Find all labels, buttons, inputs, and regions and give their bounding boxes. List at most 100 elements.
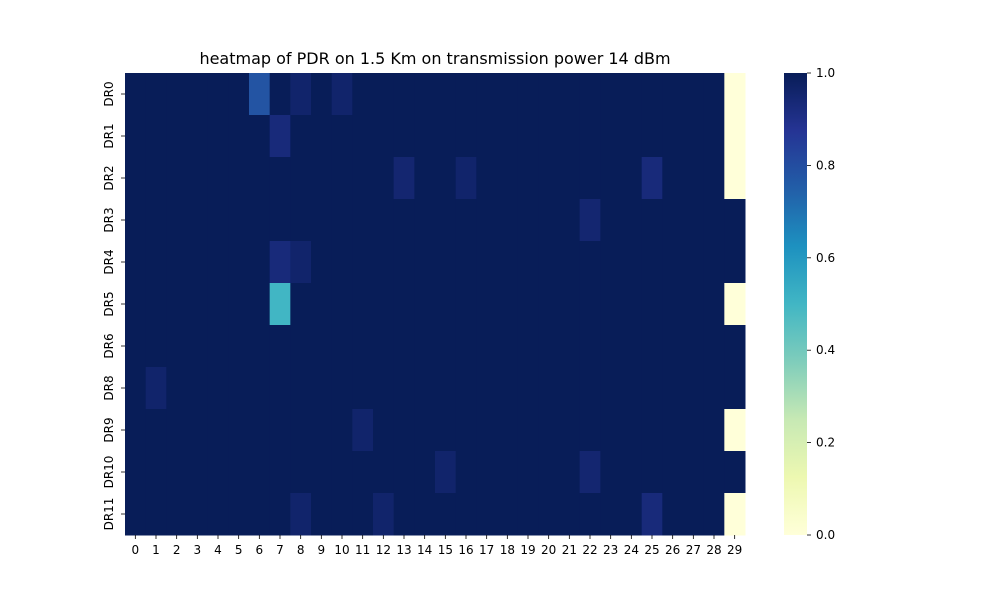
x-tick-label: 6 <box>256 543 264 557</box>
heatmap-cell <box>724 493 746 536</box>
colorbar-tick-label: 0.4 <box>816 343 835 357</box>
heatmap-cell <box>249 283 271 326</box>
heatmap-cell <box>641 115 663 158</box>
heatmap-cell <box>207 409 229 452</box>
x-tick-label: 11 <box>355 543 370 557</box>
heatmap-cell <box>187 115 209 158</box>
heatmap-cell <box>187 283 209 326</box>
heatmap-cell <box>269 73 291 116</box>
heatmap-cell <box>621 241 643 284</box>
heatmap-cell <box>455 283 477 326</box>
heatmap-cell <box>414 325 436 368</box>
heatmap-cell <box>207 199 229 242</box>
heatmap-cell <box>621 493 643 536</box>
heatmap-cell <box>290 115 312 158</box>
heatmap-cell <box>166 115 188 158</box>
x-tick-label: 9 <box>318 543 326 557</box>
x-tick-label: 10 <box>334 543 349 557</box>
heatmap-cell <box>435 199 457 242</box>
heatmap-cell <box>476 157 498 200</box>
heatmap-cell <box>559 451 581 494</box>
heatmap-cell <box>517 283 539 326</box>
heatmap-cell <box>641 199 663 242</box>
heatmap-cell <box>166 451 188 494</box>
heatmap-cell <box>703 367 725 410</box>
heatmap-cell <box>435 325 457 368</box>
heatmap-cell <box>662 199 684 242</box>
heatmap-cell <box>703 325 725 368</box>
heatmap-cell <box>497 157 519 200</box>
heatmap-cell <box>579 199 601 242</box>
heatmap-cell <box>497 241 519 284</box>
heatmap-cell <box>662 115 684 158</box>
heatmap-cell <box>579 367 601 410</box>
heatmap-cell <box>724 73 746 116</box>
heatmap-cell <box>228 73 250 116</box>
heatmap-cell <box>621 283 643 326</box>
heatmap-cell <box>352 199 374 242</box>
x-tick-label: 19 <box>520 543 535 557</box>
heatmap-cell <box>435 493 457 536</box>
heatmap-cell <box>228 451 250 494</box>
heatmap-cell <box>187 451 209 494</box>
heatmap-cell <box>538 493 560 536</box>
heatmap-cell <box>207 325 229 368</box>
heatmap-cell <box>455 199 477 242</box>
heatmap-cell <box>393 199 415 242</box>
heatmap-cell <box>559 73 581 116</box>
heatmap-cell <box>145 241 167 284</box>
heatmap-cell <box>290 367 312 410</box>
heatmap-cell <box>497 73 519 116</box>
heatmap-cell <box>352 283 374 326</box>
heatmap-cell <box>249 199 271 242</box>
x-tick-label: 13 <box>396 543 411 557</box>
y-axis: DR0 DR1 DR2 DR3 DR4 DR5 DR6 DR8 DR9 DR10 DR11 <box>102 81 125 530</box>
heatmap-cell <box>724 157 746 200</box>
heatmap-cell <box>311 493 333 536</box>
heatmap-cell <box>207 451 229 494</box>
heatmap-cell <box>290 157 312 200</box>
heatmap-cell <box>579 73 601 116</box>
heatmap-cell <box>249 451 271 494</box>
heatmap-cell <box>538 157 560 200</box>
heatmap-cell <box>683 115 705 158</box>
heatmap-cell <box>228 241 250 284</box>
heatmap-cell <box>166 409 188 452</box>
y-tick-label: DR3 <box>102 207 116 232</box>
heatmap-cell <box>683 73 705 116</box>
heatmap-cell <box>373 325 395 368</box>
heatmap-cell <box>579 241 601 284</box>
heatmap-cell <box>249 409 271 452</box>
heatmap-cell <box>331 115 353 158</box>
heatmap-cell <box>414 157 436 200</box>
heatmap-cell <box>455 115 477 158</box>
heatmap-cell <box>435 451 457 494</box>
heatmap-cell <box>662 325 684 368</box>
x-tick-label: 0 <box>132 543 140 557</box>
heatmap-cell <box>393 73 415 116</box>
heatmap-cell <box>538 367 560 410</box>
heatmap-cell <box>476 493 498 536</box>
heatmap-cell <box>393 115 415 158</box>
y-tick-label: DR4 <box>102 249 116 274</box>
heatmap-cell <box>145 325 167 368</box>
y-tick-label: DR0 <box>102 81 116 106</box>
heatmap-cell <box>600 157 622 200</box>
heatmap-cell <box>331 73 353 116</box>
heatmap-cell <box>476 283 498 326</box>
heatmap-cell <box>331 451 353 494</box>
heatmap-cell <box>559 493 581 536</box>
x-tick-label: 24 <box>624 543 639 557</box>
heatmap-cell <box>373 115 395 158</box>
heatmap-cell <box>517 73 539 116</box>
heatmap-cell <box>249 367 271 410</box>
heatmap-cell <box>476 409 498 452</box>
heatmap-cell <box>166 73 188 116</box>
heatmap-cell <box>331 199 353 242</box>
heatmap-cell <box>393 241 415 284</box>
heatmap-cell <box>207 367 229 410</box>
heatmap-cell <box>579 115 601 158</box>
heatmap-cell <box>311 283 333 326</box>
heatmap-cell <box>435 157 457 200</box>
